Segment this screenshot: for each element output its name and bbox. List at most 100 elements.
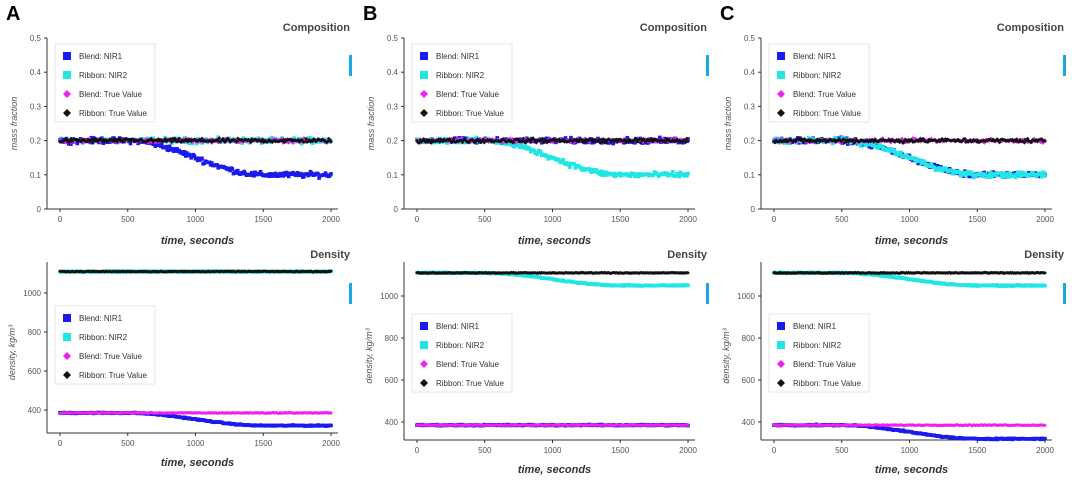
panel-b-density-title: Density (667, 249, 708, 261)
panel-b-composition-ylabel: mass fraction (366, 97, 376, 151)
panel-a-comp-legend-marker (63, 71, 71, 79)
panel-c-comp-x-tick-label: 500 (835, 215, 849, 224)
panel-b-comp-point (568, 165, 572, 169)
panel-a-dens-x-tick-label: 500 (121, 439, 135, 448)
panel-a-dens-legend-label: Blend: NIR1 (79, 314, 123, 323)
panel-b-dens-x-tick-label: 2000 (679, 446, 697, 455)
panel-b-dens-y-tick-label: 800 (385, 334, 399, 343)
panel-b-density-xlabel: time, seconds (518, 464, 591, 476)
panel-a-comp-x-tick-label: 2000 (322, 215, 340, 224)
panel-a-dens-x-tick-label: 2000 (322, 439, 340, 448)
panel-c-comp-y-tick-label: 0.5 (744, 34, 756, 43)
panel-a-dens-x-tick-label: 0 (58, 439, 63, 448)
panel-b-comp-point (686, 172, 690, 176)
panel-b-dens-legend-label: Ribbon: NIR2 (436, 341, 485, 350)
panel-b-comp-x-tick-label: 1000 (544, 215, 562, 224)
panel-b-letter: B (363, 3, 377, 25)
panel-b-comp-x-tick-label: 1500 (611, 215, 629, 224)
panel-b-comp-point (562, 158, 566, 162)
panel-c-comp-y-tick-label: 0 (751, 205, 756, 214)
panel-b-dens-legend-marker (420, 341, 428, 349)
panel-a-comp-legend-label: Ribbon: NIR2 (79, 71, 128, 80)
panel-a-comp-legend-marker (63, 52, 71, 60)
panel-b-dens-point (686, 284, 690, 288)
panel-b-composition-scrollbar (706, 55, 709, 76)
panel-a-dens-y-tick-label: 1000 (23, 289, 41, 298)
panel-a-density-ylabel: density, kg/m³ (7, 324, 17, 380)
panel-a-comp-x-tick-label: 1500 (254, 215, 272, 224)
panel-b-dens-y-tick-label: 600 (385, 376, 399, 385)
panel-a-composition-scrollbar (349, 55, 352, 76)
panel-b-dens-x-tick-label: 0 (415, 446, 420, 455)
panel-a-dens-x-tick-label: 1500 (254, 439, 272, 448)
panel-a-comp-x-tick-label: 0 (58, 215, 63, 224)
panel-b-comp-y-tick-label: 0.3 (387, 102, 399, 111)
panel-a-comp-y-tick-label: 0.5 (30, 34, 42, 43)
panel-c-comp-point (1043, 174, 1047, 178)
panel-c-comp-y-tick-label: 0.1 (744, 171, 756, 180)
panel-c-comp-x-tick-label: 1500 (968, 215, 986, 224)
panel-a-comp-y-tick-label: 0.2 (30, 137, 42, 146)
panel-b-dens-x-tick-label: 1500 (611, 446, 629, 455)
panel-a-comp-x-tick-label: 500 (121, 215, 135, 224)
panel-b-dens-legend-marker (420, 322, 428, 330)
panel-b-comp-y-tick-label: 0.1 (387, 171, 399, 180)
panel-c-comp-point (1014, 176, 1018, 180)
panel-a-comp-y-tick-label: 0 (37, 205, 42, 214)
panel-a-comp-legend-label: Ribbon: True Value (79, 109, 147, 118)
panel-b-comp-y-tick-label: 0.5 (387, 34, 399, 43)
panel-a-density-title: Density (310, 249, 351, 261)
panel-a-dens-legend-marker (63, 314, 71, 322)
panel-c-comp-y-tick-label: 0.3 (744, 102, 756, 111)
panel-b-comp-y-tick-label: 0.2 (387, 137, 399, 146)
panel-b-comp-x-tick-label: 2000 (679, 215, 697, 224)
panel-a-dens-legend-marker (63, 333, 71, 341)
panel-a-dens-legend-label: Blend: True Value (79, 352, 143, 361)
panel-a-dens-point (329, 424, 333, 428)
panel-a-density-xlabel: time, seconds (161, 457, 234, 469)
panel-a-dens-legend-label: Ribbon: NIR2 (79, 333, 128, 342)
panel-b-density-scrollbar (706, 283, 709, 304)
panel-a-dens-y-tick-label: 400 (28, 406, 42, 415)
panel-b-dens-y-tick-label: 400 (385, 418, 399, 427)
panel-c-comp-y-tick-label: 0.2 (744, 137, 756, 146)
panel-b-dens-x-tick-label: 500 (478, 446, 492, 455)
panel-b-comp-legend-label: Blend: NIR1 (436, 52, 480, 61)
panel-b-dens-legend-label: Ribbon: True Value (436, 379, 504, 388)
panel-a-comp-legend-label: Blend: NIR1 (79, 52, 123, 61)
panel-a-comp-y-tick-label: 0.4 (30, 68, 42, 77)
panel-a-comp-point (200, 157, 204, 161)
panel-c-comp-point (1042, 170, 1046, 174)
panel-a-comp-point (164, 145, 168, 149)
panel-a-comp-x-tick-label: 1000 (187, 215, 205, 224)
panel-c-composition-ylabel: mass fraction (723, 97, 733, 151)
panel-b-comp-point (671, 170, 675, 174)
panel-a-dens-legend-label: Ribbon: True Value (79, 371, 147, 380)
panel-b-dens-legend-label: Blend: True Value (436, 360, 500, 369)
panel-c-comp-point (899, 151, 903, 155)
panel-a-comp-y-tick-label: 0.3 (30, 102, 42, 111)
panel-b-comp-legend-label: Ribbon: NIR2 (436, 71, 485, 80)
panel-c-comp-x-tick-label: 2000 (1036, 215, 1054, 224)
panel-a-composition-ylabel: mass fraction (9, 97, 19, 151)
panel-b-comp-x-tick-label: 0 (415, 215, 420, 224)
panel-c-composition-title: Composition (997, 22, 1064, 34)
panel-b-comp-legend-label: Ribbon: True Value (436, 109, 504, 118)
panel-a-composition-xlabel: time, seconds (161, 235, 234, 247)
panel-b-comp-legend-label: Blend: True Value (436, 90, 500, 99)
panel-b-dens-y-tick-label: 1000 (380, 292, 398, 301)
panel-c-comp-x-tick-label: 1000 (901, 215, 919, 224)
panel-a-comp-legend-label: Blend: True Value (79, 90, 143, 99)
panel-b-comp-legend-marker (420, 71, 428, 79)
panel-c-comp-y-tick-label: 0.4 (744, 68, 756, 77)
